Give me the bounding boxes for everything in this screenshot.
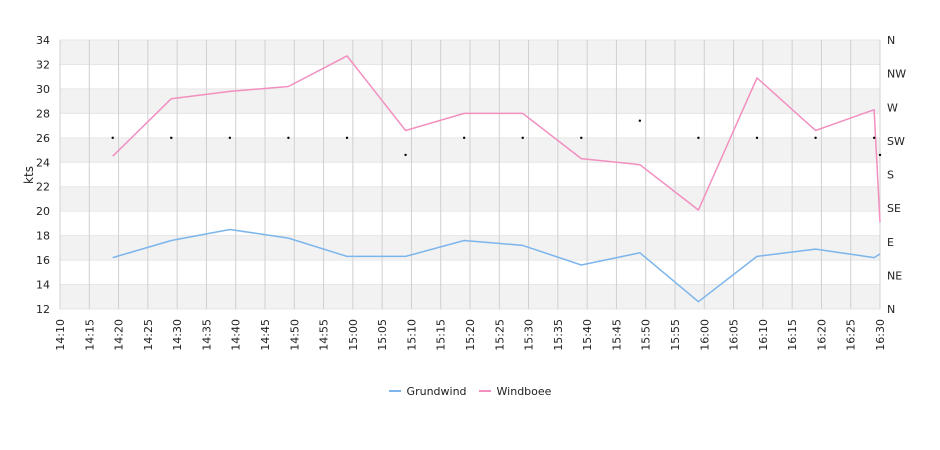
x-tick-label: 14:40 (230, 319, 243, 351)
legend-swatch (388, 390, 401, 392)
direction-marker (404, 153, 407, 157)
direction-marker (878, 153, 882, 157)
direction-label: SW (887, 135, 905, 148)
legend-label: Grundwind (406, 385, 467, 398)
direction-label: NE (887, 269, 902, 282)
direction-marker (580, 136, 583, 140)
x-tick-label: 16:15 (786, 319, 799, 351)
legend-swatch (478, 390, 491, 392)
direction-marker (814, 136, 817, 140)
x-tick-label: 15:00 (347, 319, 360, 351)
y-tick-label: 16 (36, 254, 50, 267)
y-tick-label: 28 (36, 107, 50, 120)
x-tick-label: 16:30 (874, 319, 887, 351)
direction-label: N (887, 34, 895, 47)
x-tick-label: 15:10 (405, 319, 418, 351)
direction-label: S (887, 169, 894, 182)
x-tick-label: 16:00 (698, 319, 711, 351)
y-tick-label: 24 (36, 156, 50, 169)
x-tick-label: 15:05 (376, 319, 389, 351)
direction-marker (111, 136, 114, 140)
y-tick-label: 26 (36, 132, 50, 145)
direction-marker (697, 136, 700, 140)
direction-marker (287, 136, 290, 140)
series-line-windboee (112, 55, 881, 223)
x-tick-label: 15:20 (464, 319, 477, 351)
y-tick-label: 30 (36, 83, 50, 96)
y-tick-label: 20 (36, 205, 50, 218)
x-tick-label: 15:15 (435, 319, 448, 351)
x-tick-label: 14:10 (54, 319, 67, 351)
x-tick-label: 16:05 (728, 319, 741, 351)
x-tick-label: 14:15 (83, 319, 96, 351)
y-axis-label: kts (22, 166, 36, 184)
series-line-grundwind (112, 228, 881, 303)
x-tick-label: 14:45 (259, 319, 272, 351)
legend: Grundwind Windboee (0, 385, 940, 398)
y-tick-label: 12 (36, 303, 50, 316)
x-tick-label: 15:55 (669, 319, 682, 351)
y-tick-label: 32 (36, 58, 50, 71)
direction-marker (755, 136, 759, 140)
x-tick-label: 15:45 (610, 319, 623, 351)
direction-label: W (887, 101, 898, 114)
legend-item-grundwind[interactable]: Grundwind (388, 385, 467, 398)
x-tick-label: 15:25 (493, 319, 506, 351)
x-tick-label: 14:50 (288, 319, 301, 351)
direction-marker (462, 136, 466, 140)
direction-label: E (887, 236, 894, 249)
y-tick-label: 22 (36, 181, 50, 194)
direction-marker (228, 136, 232, 140)
direction-marker (170, 136, 173, 140)
x-tick-label: 16:10 (757, 319, 770, 351)
y-tick-label: 14 (36, 279, 50, 292)
x-tick-label: 14:35 (200, 319, 213, 351)
direction-marker (345, 136, 349, 140)
direction-label: SE (887, 202, 901, 215)
direction-marker (638, 119, 642, 122)
x-tick-label: 15:30 (523, 319, 536, 351)
y-tick-label: 34 (36, 34, 50, 47)
y-tick-label: 18 (36, 230, 50, 243)
legend-label: Windboee (496, 385, 552, 398)
direction-marker (521, 136, 524, 140)
x-tick-label: 16:25 (845, 319, 858, 351)
x-tick-label: 14:20 (113, 319, 126, 351)
direction-label: NW (887, 68, 906, 81)
x-tick-label: 14:55 (318, 319, 331, 351)
x-tick-label: 14:30 (171, 319, 184, 351)
x-tick-label: 15:35 (552, 319, 565, 351)
x-tick-label: 15:50 (640, 319, 653, 351)
legend-item-windboee[interactable]: Windboee (478, 385, 552, 398)
x-tick-label: 15:40 (581, 319, 594, 351)
direction-marker (872, 136, 876, 140)
x-tick-label: 14:25 (142, 319, 155, 351)
direction-label: N (887, 303, 895, 316)
x-tick-label: 16:20 (815, 319, 828, 351)
